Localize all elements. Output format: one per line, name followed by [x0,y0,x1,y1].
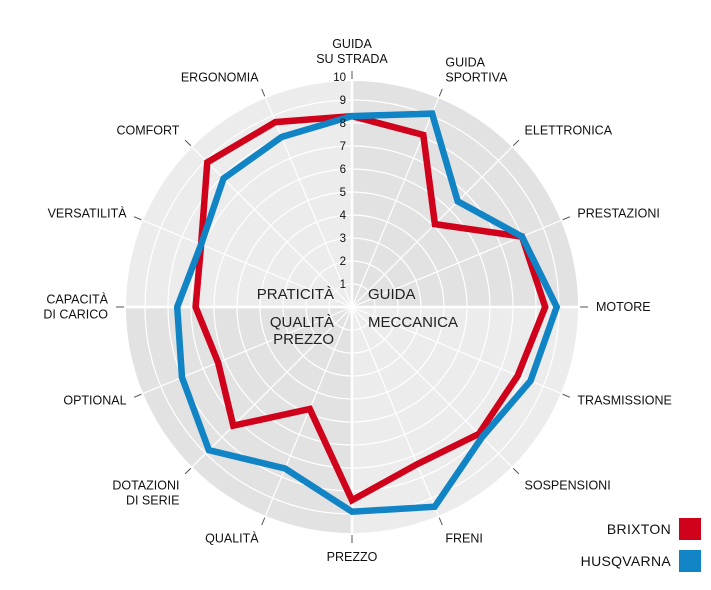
grid-spoke [142,306,353,395]
axis-label-line: FRENI [445,531,483,545]
axis-label-tick [133,216,142,221]
axis-label-tick [184,139,192,147]
axis-label-line: TRASMISSIONE [577,393,671,407]
scale-tick-label: 2 [340,256,346,268]
axis-label-line: COMFORT [116,123,179,137]
axis-label-line: OPTIONAL [63,393,126,407]
axis-label-line: SPORTIVA [445,71,508,85]
scale-tick-label: 5 [340,187,346,199]
axis-label: PRESTAZIONI [577,207,659,221]
radar-series [173,110,561,516]
axis-label-line: DOTAZIONI [112,479,179,493]
axis-label: CAPACITÀ DI CARICO [43,292,108,322]
axis-label-line: SU STRADA [316,52,388,66]
axis-label-tick [438,517,443,526]
scale-tick-labels: 1 2 3 4 5 6 7 8 9 10 [333,72,346,291]
axis-label: QUALITÀ [205,530,259,545]
grid-spoke [191,146,353,308]
quadrant-label-line: PRATICITÀ [257,286,334,303]
quadrant-label: QUALITÀ PREZZO [270,314,334,348]
axis-label-tick [512,139,520,147]
grid-spoke [142,219,353,308]
axis-label: GUIDA SU STRADA [316,37,388,66]
grid-spoke [191,306,353,468]
axis-label-line: PRESTAZIONI [577,207,659,221]
axis-label-tick [184,467,192,475]
legend-swatch-husqvarna [679,550,701,572]
quadrant-labels: GUIDA MECCANICA QUALITÀ PREZZO PRATICITÀ [257,286,458,348]
axis-label-tick [562,216,571,221]
series-line-husqvarna [173,110,561,516]
scale-tick-label: 7 [340,141,346,153]
scale-tick-label: 1 [340,279,346,291]
scale-tick-label: 6 [340,164,346,176]
legend-item-husqvarna: HUSQVARNA [571,548,701,574]
series-line-brixton [192,112,549,505]
legend-item-brixton: BRIXTON [571,516,701,542]
quadrant-label: GUIDA [368,286,416,303]
legend: BRIXTON HUSQVARNA [571,516,701,580]
grid-spoke [264,97,353,308]
axis-label-tick [512,467,520,475]
axis-label-tick [562,393,571,398]
grid-spoke [351,306,562,395]
scale-tick-label: 9 [340,95,346,107]
axis-label-line: ELETTRONICA [525,123,613,137]
axis-label: PREZZO [327,550,378,564]
axis-label-line: MOTORE [596,300,651,314]
axis-label: MOTORE [596,300,651,314]
quadrant-label-line: QUALITÀ [270,314,334,331]
axis-label: DOTAZIONI DI SERIE [112,479,179,508]
axis-label: SOSPENSIONI [525,479,611,493]
axis-label-line: SOSPENSIONI [525,479,611,493]
axis-label-line: QUALITÀ [205,530,259,545]
axis-label-line: CAPACITÀ [46,292,108,307]
axis-label: ELETTRONICA [525,123,613,137]
axis-label-line: DI SERIE [126,494,180,508]
axis-label-tick [261,517,266,526]
grid-spoke [351,306,513,468]
grid-spoke [351,306,440,517]
axis-label: VERSATILITÀ [48,206,128,221]
axis-label: OPTIONAL [63,393,126,407]
radar-grid [121,76,583,538]
axis-label: TRASMISSIONE [577,393,671,407]
axis-label: COMFORT [116,123,179,137]
axis-label-line: PREZZO [327,550,378,564]
axis-label: FRENI [445,531,483,545]
axis-label-tick [133,393,142,398]
grid-spoke [351,146,513,308]
scale-tick-label: 4 [340,210,347,222]
legend-label-brixton: BRIXTON [606,521,671,537]
quadrant-label-line: GUIDA [368,286,416,303]
axis-label: ERGONOMIA [181,71,259,85]
legend-swatch-brixton [679,518,701,540]
scale-tick-label: 8 [340,118,346,130]
axis-labels: GUIDA SU STRADA GUIDA SPORTIVAELETTRONICAPR… [43,37,671,564]
legend-label-husqvarna: HUSQVARNA [580,553,671,569]
quadrant-label: MECCANICA [368,314,458,331]
quadrant-label-line: MECCANICA [368,314,458,331]
axis-label-line: GUIDA [332,37,372,51]
quadrant-label: PRATICITÀ [257,286,334,303]
quadrant-label-line: PREZZO [273,331,334,348]
scale-tick-label: 10 [333,72,346,84]
axis-label: GUIDA SPORTIVA [445,56,508,85]
axis-label-tick [261,88,266,97]
axis-label-tick [438,88,443,97]
grid-spoke [351,219,562,308]
axis-label-line: VERSATILITÀ [48,206,128,221]
scale-tick-label: 3 [340,233,346,245]
axis-label-line: ERGONOMIA [181,71,259,85]
axis-label-line: GUIDA [445,56,485,70]
axis-label-line: DI CARICO [43,308,108,322]
